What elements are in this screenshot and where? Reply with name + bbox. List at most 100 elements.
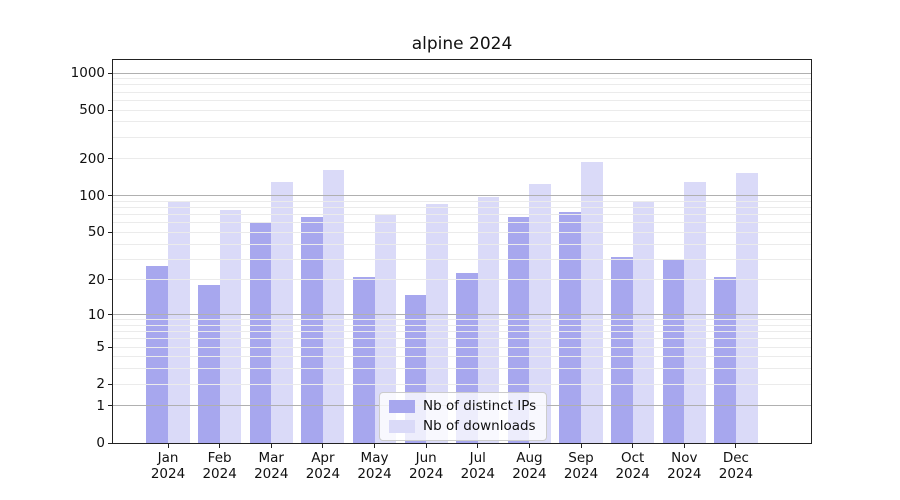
x-tick-mark-oct-2024 bbox=[632, 444, 634, 448]
x-tick-label-jul-2024: Jul 2024 bbox=[460, 450, 495, 482]
y-tick-mark-50 bbox=[108, 231, 112, 233]
y-tick-mark-1000 bbox=[108, 72, 112, 74]
y-tick-mark-10 bbox=[108, 314, 112, 316]
legend: Nb of distinct IPs Nb of downloads bbox=[379, 392, 548, 441]
y-tick-mark-500 bbox=[108, 109, 112, 111]
x-tick-mark-feb-2024 bbox=[219, 444, 221, 448]
y-tick-mark-1 bbox=[108, 405, 112, 407]
legend-label-distinct-ips: Nb of distinct IPs bbox=[423, 398, 537, 414]
gridline-minor-900 bbox=[113, 78, 811, 80]
y-tick-label-100: 100 bbox=[79, 187, 105, 204]
gridline-minor-60 bbox=[113, 222, 811, 224]
x-tick-mark-mar-2024 bbox=[270, 444, 272, 448]
bar-downloads-mar-2024 bbox=[271, 181, 293, 443]
legend-item-downloads: Nb of downloads bbox=[389, 418, 536, 434]
y-tick-mark-2 bbox=[108, 383, 112, 385]
bar-distinct-ips-mar-2024 bbox=[249, 221, 272, 443]
gridline-minor-2 bbox=[113, 383, 811, 385]
x-tick-label-oct-2024: Oct 2024 bbox=[615, 450, 650, 482]
y-tick-mark-5 bbox=[108, 346, 112, 348]
x-tick-mark-jul-2024 bbox=[477, 444, 479, 448]
gridline-minor-70 bbox=[113, 214, 811, 216]
y-tick-mark-100 bbox=[108, 195, 112, 197]
y-tick-mark-0 bbox=[108, 442, 112, 444]
x-tick-label-jun-2024: Jun 2024 bbox=[408, 450, 444, 482]
y-tick-label-50: 50 bbox=[87, 224, 105, 241]
bar-downloads-nov-2024 bbox=[684, 181, 706, 443]
bar-distinct-ips-jan-2024 bbox=[146, 266, 168, 443]
x-tick-mark-jan-2024 bbox=[167, 444, 169, 448]
y-tick-label-2: 2 bbox=[96, 376, 105, 393]
gridline-minor-6 bbox=[113, 338, 811, 340]
gridline-minor-600 bbox=[113, 99, 811, 101]
bar-distinct-ips-oct-2024 bbox=[611, 257, 633, 443]
y-tick-mark-200 bbox=[108, 158, 112, 160]
bar-downloads-aug-2024 bbox=[529, 183, 551, 443]
bar-downloads-oct-2024 bbox=[632, 200, 655, 443]
y-tick-label-5: 5 bbox=[96, 339, 105, 356]
gridline-minor-80 bbox=[113, 207, 811, 209]
bar-distinct-ips-sep-2024 bbox=[559, 211, 582, 443]
plot-area bbox=[112, 59, 812, 444]
bar-downloads-jan-2024 bbox=[168, 200, 190, 443]
gridline-minor-8 bbox=[113, 324, 811, 326]
gridline-major-100 bbox=[113, 195, 811, 197]
bar-distinct-ips-feb-2024 bbox=[198, 285, 220, 443]
y-tick-label-1: 1 bbox=[96, 397, 105, 414]
chart-title: alpine 2024 bbox=[411, 34, 513, 54]
x-tick-mark-nov-2024 bbox=[683, 444, 685, 448]
y-tick-label-200: 200 bbox=[79, 150, 105, 167]
bar-downloads-jun-2024 bbox=[426, 203, 448, 443]
gridline-minor-20 bbox=[113, 279, 811, 281]
bar-distinct-ips-apr-2024 bbox=[301, 217, 323, 443]
legend-swatch-downloads-icon bbox=[389, 419, 415, 433]
bar-downloads-may-2024 bbox=[374, 213, 397, 443]
gridline-minor-4 bbox=[113, 356, 811, 358]
y-tick-label-10: 10 bbox=[87, 306, 105, 323]
gridline-minor-200 bbox=[113, 158, 811, 160]
gridline-minor-50 bbox=[113, 231, 811, 233]
gridline-minor-40 bbox=[113, 243, 811, 245]
x-tick-label-nov-2024: Nov 2024 bbox=[667, 450, 702, 482]
gridline-minor-300 bbox=[113, 136, 811, 138]
bar-distinct-ips-nov-2024 bbox=[662, 259, 685, 443]
gridline-minor-9 bbox=[113, 319, 811, 321]
bar-downloads-sep-2024 bbox=[581, 162, 603, 443]
x-tick-label-apr-2024: Apr 2024 bbox=[305, 450, 341, 482]
legend-swatch-distinct-ips-icon bbox=[389, 399, 415, 413]
y-tick-label-0: 0 bbox=[96, 435, 105, 451]
x-tick-label-feb-2024: Feb 2024 bbox=[202, 450, 237, 482]
bar-distinct-ips-aug-2024 bbox=[507, 217, 530, 443]
x-tick-mark-may-2024 bbox=[374, 444, 376, 448]
gridline-major-1000 bbox=[113, 72, 811, 74]
legend-item-distinct-ips: Nb of distinct IPs bbox=[389, 398, 536, 414]
bar-downloads-apr-2024 bbox=[322, 170, 345, 443]
bar-downloads-feb-2024 bbox=[219, 210, 242, 443]
gridline-minor-30 bbox=[113, 258, 811, 260]
x-tick-label-sep-2024: Sep 2024 bbox=[563, 450, 599, 482]
y-tick-label-1000: 1000 bbox=[70, 65, 105, 81]
y-tick-label-20: 20 bbox=[87, 271, 105, 288]
gridline-major-10 bbox=[113, 314, 811, 316]
bar-distinct-ips-dec-2024 bbox=[714, 277, 736, 443]
x-tick-mark-apr-2024 bbox=[322, 444, 324, 448]
gridline-minor-90 bbox=[113, 200, 811, 202]
gridline-minor-800 bbox=[113, 84, 811, 86]
x-tick-mark-sep-2024 bbox=[580, 444, 582, 448]
gridline-minor-400 bbox=[113, 121, 811, 123]
x-tick-label-aug-2024: Aug 2024 bbox=[512, 450, 547, 482]
y-tick-mark-20 bbox=[108, 279, 112, 281]
x-tick-mark-jun-2024 bbox=[425, 444, 427, 448]
gridline-minor-700 bbox=[113, 91, 811, 93]
x-tick-label-dec-2024: Dec 2024 bbox=[718, 450, 754, 482]
x-tick-mark-dec-2024 bbox=[735, 444, 737, 448]
gridline-minor-3 bbox=[113, 368, 811, 370]
x-tick-label-may-2024: May 2024 bbox=[357, 450, 392, 482]
y-tick-label-500: 500 bbox=[79, 102, 105, 119]
x-tick-mark-aug-2024 bbox=[528, 444, 530, 448]
x-tick-label-mar-2024: Mar 2024 bbox=[254, 450, 289, 482]
gridline-minor-7 bbox=[113, 331, 811, 333]
bar-downloads-dec-2024 bbox=[735, 172, 758, 443]
legend-label-downloads: Nb of downloads bbox=[423, 418, 536, 434]
